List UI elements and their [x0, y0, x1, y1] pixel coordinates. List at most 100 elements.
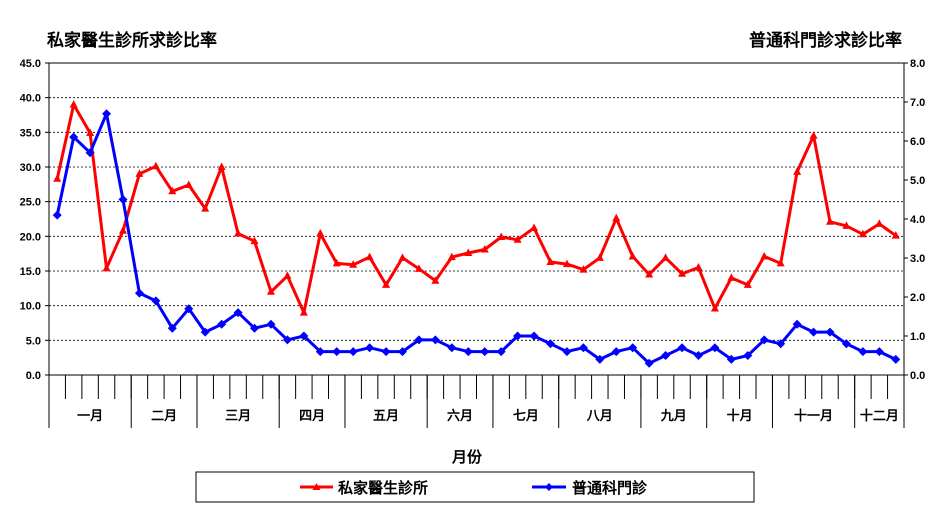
- left-tick-label: 35.0: [20, 127, 41, 139]
- data-point-private: [826, 217, 835, 225]
- data-point-public: [776, 339, 786, 349]
- left-axis-title: 私家醫生診所求診比率: [47, 31, 217, 51]
- data-point-private: [760, 251, 769, 260]
- right-tick-label: 2.0: [910, 292, 925, 304]
- data-point-public: [430, 335, 440, 345]
- data-point-public: [85, 148, 95, 158]
- data-point-private: [579, 265, 588, 273]
- data-point-private: [694, 263, 703, 271]
- data-point-private: [562, 259, 571, 268]
- data-point-public: [595, 354, 605, 364]
- data-point-public: [299, 331, 309, 341]
- data-point-private: [86, 128, 95, 137]
- data-point-private: [349, 260, 358, 268]
- left-tick-label: 10.0: [20, 301, 41, 313]
- data-point-public: [118, 195, 128, 204]
- left-tick-label: 30.0: [20, 162, 41, 174]
- data-point-private: [546, 257, 555, 265]
- left-tick-label: 40.0: [20, 93, 41, 105]
- data-point-public: [233, 308, 243, 318]
- data-point-private: [184, 180, 193, 189]
- data-point-public: [348, 347, 358, 357]
- month-label: 四月: [299, 409, 325, 424]
- data-point-public: [496, 347, 506, 357]
- data-point-public: [69, 132, 79, 142]
- data-point-private: [283, 271, 292, 279]
- data-point-private: [480, 245, 489, 253]
- series: [52, 100, 901, 368]
- left-tick-label: 25.0: [20, 197, 41, 209]
- left-tick-label: 20.0: [20, 231, 41, 243]
- data-point-private: [447, 252, 456, 261]
- data-point-private: [398, 253, 407, 261]
- series-line-1: [55, 112, 897, 365]
- data-point-private: [710, 303, 719, 312]
- data-point-private: [497, 232, 506, 241]
- data-point-public: [217, 319, 227, 329]
- right-tick-label: 1.0: [910, 331, 925, 343]
- data-point-public: [151, 296, 161, 306]
- data-point-public: [693, 351, 703, 360]
- data-point-private: [530, 223, 539, 232]
- data-point-public: [545, 339, 555, 349]
- data-point-private: [217, 162, 226, 170]
- left-tick-label: 5.0: [26, 335, 41, 347]
- data-point-public: [266, 319, 276, 329]
- data-point-public: [578, 343, 588, 353]
- left-tick-label: 0.0: [26, 370, 41, 382]
- data-point-public: [381, 347, 391, 357]
- data-point-private: [382, 280, 391, 288]
- data-point-private: [842, 221, 851, 229]
- data-point-public: [825, 327, 835, 337]
- data-point-private: [266, 287, 275, 295]
- data-point-private: [151, 161, 160, 170]
- data-point-public: [809, 327, 819, 337]
- data-point-private: [809, 131, 818, 139]
- data-point-public: [611, 347, 621, 357]
- month-label: 三月: [225, 409, 251, 424]
- data-point-private: [645, 269, 654, 278]
- data-point-private: [365, 252, 374, 261]
- right-tick-label: 8.0: [910, 58, 925, 70]
- data-point-public: [513, 331, 523, 341]
- data-point-public: [644, 358, 654, 368]
- gridlines: [49, 97, 904, 341]
- data-point-public: [414, 335, 424, 345]
- data-point-public: [52, 210, 62, 220]
- month-label: 九月: [660, 409, 687, 424]
- axes: 0.0 5.0 10.0 15.0 20.0 25.0 30.0 35.0 40.0 45.0 0.…: [20, 58, 925, 428]
- legend-box: [195, 471, 755, 503]
- data-point-private: [201, 204, 210, 212]
- data-point-public: [874, 347, 884, 357]
- data-point-private: [414, 264, 423, 272]
- data-point-public: [184, 304, 194, 314]
- data-point-private: [135, 169, 144, 177]
- data-point-private: [118, 226, 127, 234]
- data-point-private: [661, 253, 670, 261]
- data-point-private: [464, 248, 473, 256]
- data-point-private: [891, 231, 900, 239]
- data-point-public: [661, 351, 671, 360]
- right-tick-label: 4.0: [910, 214, 925, 226]
- month-label: 十二月: [860, 408, 899, 424]
- legend-label-private: 私家醫生診所: [337, 479, 428, 497]
- data-point-public: [628, 343, 638, 353]
- data-point-public: [743, 351, 753, 360]
- right-tick-label: 6.0: [910, 136, 925, 148]
- month-label: 十月: [727, 408, 753, 424]
- data-point-private: [332, 258, 341, 267]
- data-point-private: [69, 100, 78, 108]
- data-point-private: [743, 280, 752, 288]
- data-point-private: [53, 174, 62, 182]
- data-point-private: [727, 273, 736, 281]
- data-point-private: [102, 263, 111, 272]
- data-point-public: [792, 319, 802, 329]
- data-point-public: [167, 323, 177, 333]
- right-tick-label: 3.0: [910, 253, 925, 265]
- data-point-private: [513, 235, 522, 243]
- data-point-public: [529, 331, 539, 341]
- data-point-private: [875, 219, 884, 227]
- data-point-private: [678, 269, 687, 277]
- data-point-public: [710, 343, 720, 353]
